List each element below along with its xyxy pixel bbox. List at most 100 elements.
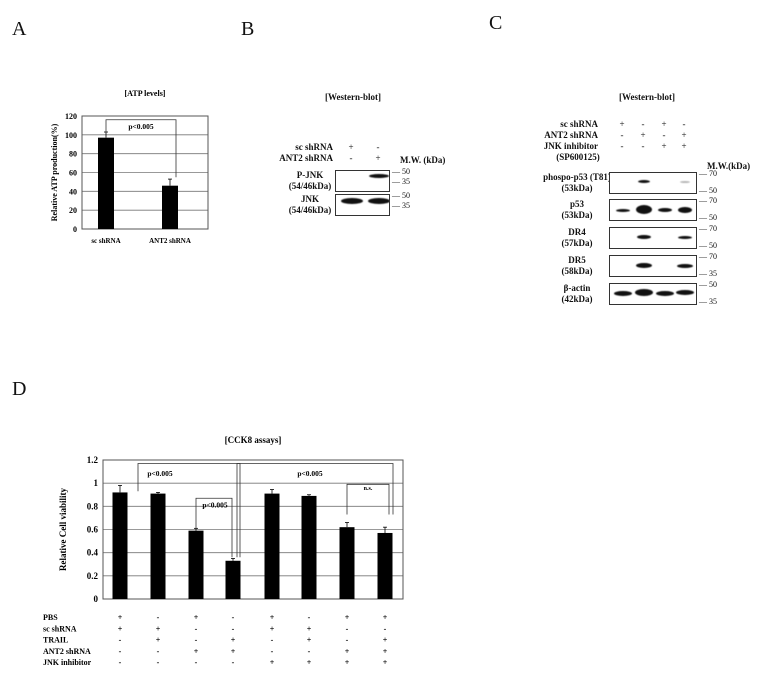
y-tick-label: 0.8 — [87, 501, 99, 511]
blot-image — [609, 283, 697, 305]
condition-label: sc shRNA — [560, 119, 598, 129]
bar — [188, 530, 204, 599]
condition-sign: - — [119, 636, 122, 645]
condition-label: ANT2 shRNA — [43, 647, 91, 656]
y-tick-label: 80 — [69, 150, 77, 159]
panel-c-mw-label: M.W.(kDa) — [707, 161, 751, 171]
y-tick-label: 0 — [94, 594, 99, 604]
protein-band — [680, 181, 690, 183]
blot-label: β-actin — [563, 283, 591, 293]
protein-band — [676, 290, 694, 295]
significance-bracket — [236, 463, 394, 558]
condition-sign: + — [118, 624, 123, 633]
condition-sign: + — [307, 624, 312, 633]
condition-sign: - — [195, 658, 198, 667]
bar — [339, 527, 355, 599]
condition-sign: - — [157, 613, 160, 622]
blot-image — [609, 172, 697, 194]
blot-label-size: (53kDa) — [561, 183, 593, 193]
condition-sign: - — [349, 153, 353, 163]
mw-marker: — 50 — [699, 213, 717, 222]
blot-label-size: (58kDa) — [561, 266, 593, 276]
condition-sign: - — [232, 658, 235, 667]
panel-b-title: [Western-blot] — [325, 92, 381, 102]
significance-label: n.s. — [364, 486, 373, 492]
condition-sign: + — [383, 647, 388, 656]
y-tick-label: 0.4 — [87, 548, 99, 558]
y-tick-label: 100 — [65, 131, 77, 140]
mw-marker: — 35 — [392, 201, 410, 210]
condition-label: JNK inhibitor — [543, 141, 598, 151]
panel-b-mw-label: M.W. (kDa) — [400, 155, 446, 165]
panel-label-d: D — [12, 378, 27, 400]
protein-band — [638, 180, 650, 183]
condition-sign: - — [119, 647, 122, 656]
bar — [162, 185, 178, 229]
condition-sign: - — [119, 658, 122, 667]
mw-marker: — 70 — [699, 196, 717, 205]
mw-marker: — 50 — [699, 186, 717, 195]
condition-sign: + — [194, 647, 199, 656]
bar — [377, 532, 393, 599]
condition-sign: + — [307, 658, 312, 667]
blot-label: JNK — [301, 194, 319, 204]
condition-sign: + — [348, 142, 354, 152]
condition-sign: + — [307, 636, 312, 645]
condition-label: JNK inhibitor — [43, 658, 92, 667]
condition-sign: + — [681, 141, 687, 151]
blot-image — [609, 255, 697, 277]
condition-sign: + — [345, 658, 350, 667]
condition-sign: + — [156, 636, 161, 645]
panel-label-b: B — [241, 18, 255, 40]
panel-label-a: A — [12, 18, 27, 40]
blot-label-size: (42kDa) — [561, 294, 593, 304]
blot-label: phospo-p53 (T81) — [543, 172, 611, 182]
y-tick-label: 40 — [69, 187, 77, 196]
condition-sign: - — [195, 624, 198, 633]
y-axis-label: Relative Cell viability — [58, 488, 68, 571]
condition-sign: - — [271, 636, 274, 645]
y-tick-label: 1 — [94, 478, 99, 488]
mw-marker: — 50 — [699, 241, 717, 250]
bar — [112, 492, 128, 599]
condition-sign: + — [270, 624, 275, 633]
blot-image — [609, 199, 697, 221]
condition-sign: - — [376, 142, 380, 152]
condition-sign: + — [270, 613, 275, 622]
panel-c-title: [Western-blot] — [619, 92, 675, 102]
bar — [98, 137, 114, 229]
condition-sign: + — [383, 613, 388, 622]
condition-sign: + — [383, 658, 388, 667]
condition-sign: + — [619, 119, 625, 129]
blot-label-size: (54/46kDa) — [288, 205, 332, 215]
mw-marker: — 50 — [392, 167, 410, 176]
condition-sign: - — [157, 647, 160, 656]
y-tick-label: 60 — [69, 169, 77, 178]
blot-label: p53 — [569, 199, 585, 209]
mw-marker: — 35 — [392, 177, 410, 186]
condition-label: sc shRNA — [43, 624, 77, 633]
mw-marker: — 35 — [699, 297, 717, 306]
protein-band — [635, 289, 653, 296]
protein-band — [341, 198, 363, 204]
y-axis-label: Relative ATP production(%) — [50, 123, 59, 221]
blot-label: P-JNK — [296, 170, 324, 180]
condition-label: sc shRNA — [295, 142, 333, 152]
y-tick-label: 0 — [73, 225, 77, 234]
condition-sign: - — [346, 636, 349, 645]
protein-band — [614, 291, 632, 296]
protein-band — [368, 198, 389, 204]
protein-band — [616, 209, 630, 212]
condition-label: TRAIL — [43, 636, 68, 645]
significance-label: p<0.005 — [147, 469, 173, 478]
condition-sign: - — [271, 647, 274, 656]
condition-label: ANT2 shRNA — [544, 130, 598, 140]
condition-sign: - — [232, 624, 235, 633]
significance-label: p<0.005 — [128, 122, 154, 131]
condition-sign: + — [345, 647, 350, 656]
condition-sign: + — [681, 130, 687, 140]
x-tick-label: ANT2 shRNA — [149, 237, 191, 245]
condition-sign: - — [620, 130, 624, 140]
significance-bracket — [105, 119, 177, 178]
